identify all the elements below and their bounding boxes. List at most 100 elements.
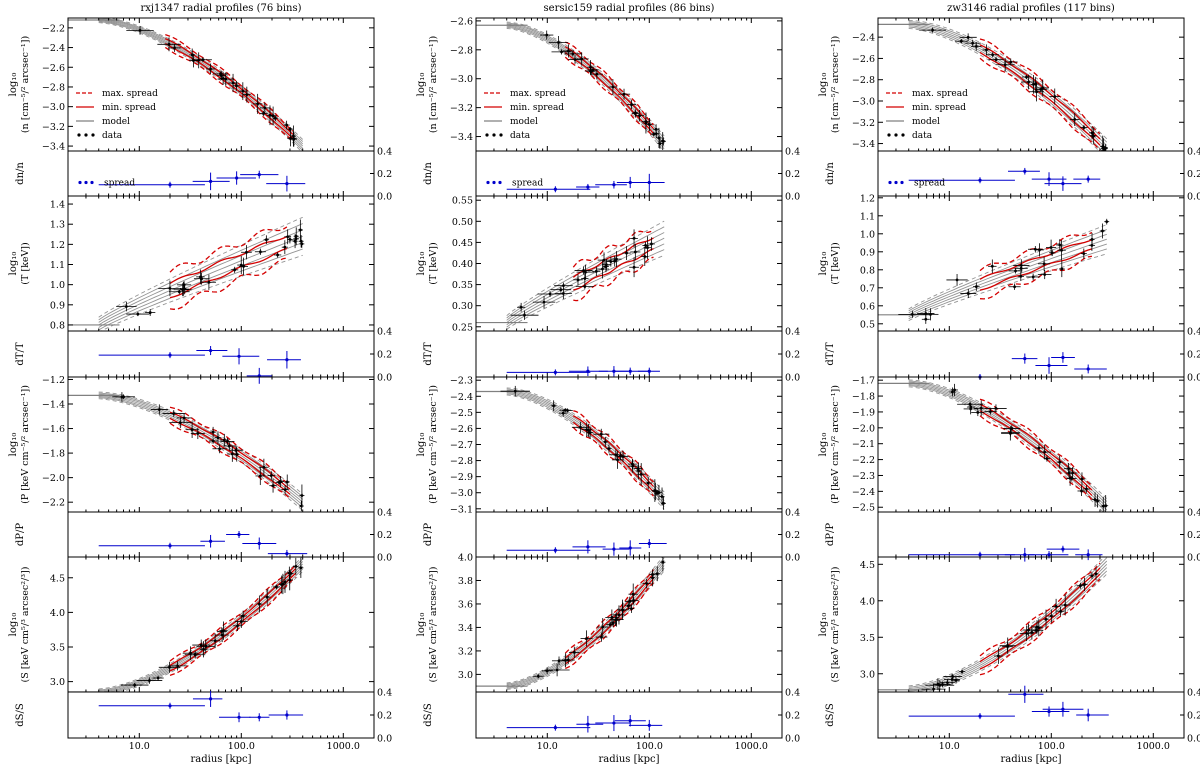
data-point [560,50,563,54]
y-tick-label: −3.4 [42,142,65,153]
data-point [632,236,636,240]
y-tick-label: −1.8 [852,392,875,403]
data-point [1094,572,1098,576]
legend-model: model [510,117,538,127]
residual-point [586,369,590,373]
data-point [288,237,292,241]
min-spread-curve [169,235,288,285]
residual-tick-label: 0.2 [785,169,800,180]
residual-point [1086,177,1090,181]
residual-point [978,714,982,718]
model-curve [908,385,1107,512]
max-spread-curve [979,231,1093,272]
model-curve [908,23,1108,150]
y-tick-label: −2.3 [852,471,875,482]
data-point [222,438,226,442]
residual-panel-T: 0.0 0.2 0.4 dT/T [15,327,392,384]
residual-point [285,713,289,717]
residual-tick-label: 0.4 [785,688,800,699]
data-point [1041,86,1045,90]
y-tick-label: −3.1 [450,504,473,515]
data-point [213,639,217,643]
legend-data: data [912,131,933,141]
y-axis-label: log₁₀ [8,252,19,276]
model-curve [98,393,303,500]
legend-spread-marker [486,180,490,185]
data-point [955,278,959,282]
data-point [646,481,650,485]
data-point [932,687,935,691]
residual-axis-label: dS/S [423,703,434,727]
data-point [294,564,298,568]
data-point [1010,427,1014,430]
data-point [258,474,262,478]
model-curve [908,563,1108,691]
panel-n: −2.6 −2.8 −3.0 −3.2 −3.4 log₁₀ (n [cm⁻⁵/² arcs… [416,16,800,202]
residual-point [1086,553,1090,557]
data-point [211,439,215,443]
data-point [1038,248,1041,252]
data-point [299,504,303,508]
residual-point [257,541,261,546]
model-curve [922,573,1108,692]
y-tick-label: −2.0 [42,473,65,484]
x-tick-label: 100.0 [228,741,255,752]
data-point [1060,248,1063,252]
data-point [971,41,975,45]
y-tick-label: 0.45 [452,238,473,249]
data-point [1050,251,1054,255]
x-tick-label: 100.0 [636,741,663,752]
y-tick-label: −2.1 [852,439,875,450]
max-spread-curve [169,564,296,662]
legend-max-spread: max. spread [510,89,566,99]
data-point [979,406,983,410]
min-spread-curve [564,46,654,130]
model-curve [908,567,1108,692]
y-tick-label: 1.3 [50,220,65,231]
y-tick-label: 4.0 [50,608,65,619]
panel-P: −1.7 −1.8 −1.9 −2.0 −2.1 −2.2 −2.3 −2.4 −2.5 log₁… [818,376,1200,564]
data-point [300,494,304,497]
data-point [1042,262,1046,266]
residual-point [1023,169,1027,173]
panel-frame [877,556,1185,693]
data-point [262,111,266,115]
residual-axis-label: dn/n [825,162,836,185]
residual-point [1047,553,1051,557]
data-point [1103,147,1107,151]
data-point [285,480,289,484]
y-tick-label: 4.5 [50,573,65,584]
data-point [638,114,641,118]
y-axis-label: (S [keV cm⁵/³ arcsec²/³]) [830,567,841,683]
data-point [1049,246,1053,249]
data-point [617,613,621,617]
legend-min-spread: min. spread [102,103,156,113]
residual-point [235,176,239,180]
x-tick-label: 10.0 [939,741,960,752]
data-point [650,242,653,246]
data-point [1043,273,1047,276]
residual-tick-label: 0.0 [785,734,800,745]
legend-marker [77,133,81,137]
legend-spread-marker [894,180,898,185]
x-tick-label: 1000.0 [1137,741,1170,752]
panel-plot-area [476,220,665,330]
chart-title: zw3146 radial profiles (117 bins) [947,3,1115,14]
y-tick-label: −2.8 [450,456,473,467]
data-point [1035,90,1038,94]
data-point [578,425,582,429]
max-spread-curve [979,578,1101,676]
residual-point [628,546,632,550]
legend-marker [901,133,905,137]
data-point [224,77,228,81]
model-curve [98,18,304,142]
residual-point [1047,363,1051,368]
data-point [285,123,289,127]
residual-panel-S: 0.0 0.2 0.4 dS/S 10.0 100.0 1000.0 radius [kpc] [15,688,392,766]
panel-plot-area [476,385,666,510]
max-spread-curve [572,426,654,497]
y-tick-label: 0.55 [452,196,473,207]
data-point [283,488,287,492]
residual-panel-P: 0.0 0.2 0.4 dP/P [15,508,392,564]
